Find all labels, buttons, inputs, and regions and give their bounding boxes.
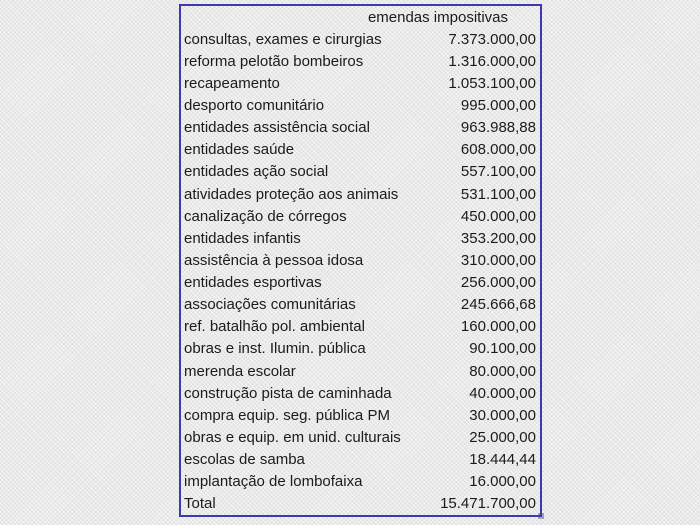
table-row: entidades ação social 557.100,00 bbox=[181, 161, 540, 183]
row-value: 557.100,00 bbox=[460, 163, 536, 181]
row-value: 7.373.000,00 bbox=[448, 30, 536, 48]
row-value: 160.000,00 bbox=[460, 318, 536, 336]
table-row: obras e equip. em unid. culturais 25.000,… bbox=[181, 426, 540, 448]
row-value: 1.316.000,00 bbox=[448, 52, 536, 70]
table-row: recapeamento 1.053.100,00 bbox=[181, 72, 540, 94]
row-label: ref. batalhão pol. ambiental bbox=[184, 319, 365, 335]
row-label: canalização de córregos bbox=[184, 208, 347, 224]
row-value: 963.988,88 bbox=[460, 119, 536, 137]
row-value: 80.000,00 bbox=[469, 362, 536, 380]
row-label: entidades assistência social bbox=[184, 120, 370, 136]
row-label: entidades saúde bbox=[184, 142, 295, 158]
table-row: reforma pelotão bombeiros 1.316.000,00 bbox=[181, 50, 540, 72]
table-title: emendas impositivas bbox=[367, 8, 508, 26]
row-label: assistência à pessoa idosa bbox=[184, 252, 364, 268]
table-row: implantação de lombofaixa 16.000,00 bbox=[181, 471, 540, 493]
table-header-row: emendas impositivas bbox=[181, 6, 540, 28]
row-value: 245.666,68 bbox=[460, 296, 536, 314]
row-label: obras e equip. em unid. culturais bbox=[184, 429, 401, 445]
row-label: entidades esportivas bbox=[184, 275, 322, 291]
table-row: ref. batalhão pol. ambiental 160.000,00 bbox=[181, 316, 540, 338]
row-value: 16.000,00 bbox=[469, 473, 536, 491]
row-value: 25.000,00 bbox=[469, 428, 536, 446]
table-row: merenda escolar 80.000,00 bbox=[181, 360, 540, 382]
table-row: desporto comunitário 995.000,00 bbox=[181, 95, 540, 117]
row-label: implantação de lombofaixa bbox=[184, 474, 363, 490]
row-value: 353.200,00 bbox=[460, 229, 536, 247]
row-value: 40.000,00 bbox=[469, 384, 536, 402]
row-value: 1.053.100,00 bbox=[448, 74, 536, 92]
table-row: associações comunitárias 245.666,68 bbox=[181, 294, 540, 316]
row-label: associações comunitárias bbox=[184, 297, 356, 313]
table-row: obras e inst. Ilumin. pública 90.100,00 bbox=[181, 338, 540, 360]
row-label: construção pista de caminhada bbox=[184, 385, 392, 401]
row-label: reforma pelotão bombeiros bbox=[184, 53, 364, 69]
row-value: 450.000,00 bbox=[460, 207, 536, 225]
row-value: 18.444,44 bbox=[469, 451, 536, 469]
table-row: atividades proteção aos animais 531.100,0… bbox=[181, 183, 540, 205]
row-value: 30.000,00 bbox=[469, 406, 536, 424]
row-value: 310.000,00 bbox=[460, 251, 536, 269]
emendas-table: emendas impositivas consultas, exames e … bbox=[179, 4, 544, 519]
row-label: entidades ação social bbox=[184, 164, 329, 180]
row-label: consultas, exames e cirurgias bbox=[184, 31, 382, 47]
row-value: 995.000,00 bbox=[460, 97, 536, 115]
table-row: entidades esportivas 256.000,00 bbox=[181, 272, 540, 294]
table-row: entidades saúde 608.000,00 bbox=[181, 139, 540, 161]
row-value: 531.100,00 bbox=[460, 185, 536, 203]
row-label: compra equip. seg. pública PM bbox=[184, 407, 390, 423]
row-label: escolas de samba bbox=[184, 452, 305, 468]
table-row: assistência à pessoa idosa 310.000,00 bbox=[181, 249, 540, 271]
row-label: merenda escolar bbox=[184, 363, 296, 379]
row-label: recapeamento bbox=[184, 75, 280, 91]
table-row: canalização de córregos 450.000,00 bbox=[181, 205, 540, 227]
row-label: desporto comunitário bbox=[184, 98, 325, 114]
total-label: Total bbox=[184, 496, 216, 512]
table-row: compra equip. seg. pública PM 30.000,00 bbox=[181, 404, 540, 426]
table-row: escolas de samba 18.444,44 bbox=[181, 449, 540, 471]
table-row: consultas, exames e cirurgias 7.373.000,0… bbox=[181, 28, 540, 50]
row-value: 256.000,00 bbox=[460, 274, 536, 292]
row-value: 90.100,00 bbox=[469, 340, 536, 358]
table-row: construção pista de caminhada 40.000,00 bbox=[181, 382, 540, 404]
table-total-row: Total 15.471.700,00 bbox=[181, 493, 540, 515]
table-row: entidades infantis 353.200,00 bbox=[181, 227, 540, 249]
table-row: entidades assistência social 963.988,88 bbox=[181, 117, 540, 139]
row-value: 608.000,00 bbox=[460, 141, 536, 159]
row-label: entidades infantis bbox=[184, 230, 301, 246]
row-label: atividades proteção aos animais bbox=[184, 186, 399, 202]
total-value: 15.471.700,00 bbox=[440, 495, 536, 513]
row-label: obras e inst. Ilumin. pública bbox=[184, 341, 366, 357]
